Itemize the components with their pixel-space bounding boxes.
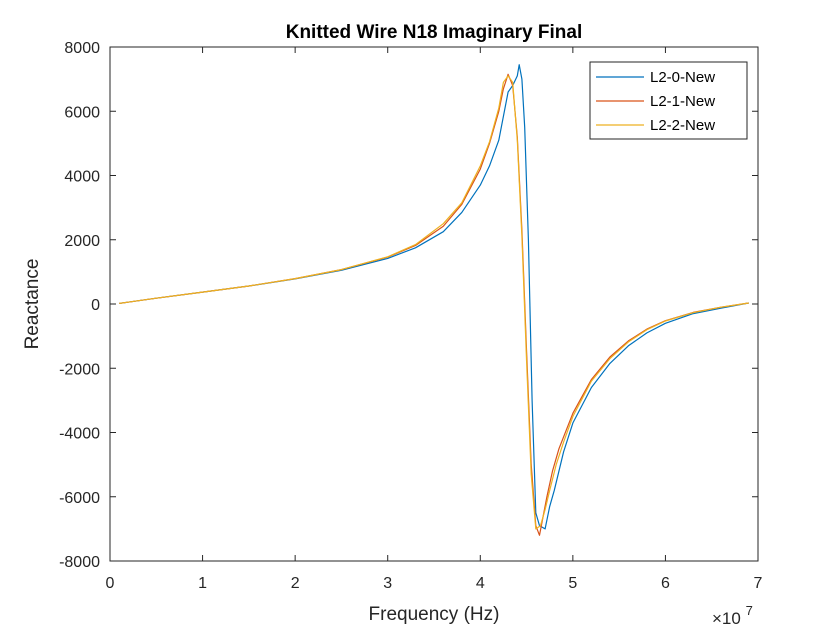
legend-label: L2-2-New (650, 117, 715, 134)
x-multiplier-base: ×10 (712, 609, 741, 628)
x-tick-label: 0 (106, 575, 115, 592)
x-multiplier-exponent: 7 (746, 603, 753, 618)
x-tick-label: 1 (198, 575, 207, 592)
y-tick-label: -8000 (59, 554, 100, 571)
axes-layer: 0 1 2 3 4 5 6 7 -8000 -6000 -4000 -2000 0 2000 4000 600… (59, 40, 762, 592)
legend: L2-0-New L2-1-New L2-2-New (589, 61, 748, 140)
chart-title: Knitted Wire N18 Imaginary Final (286, 22, 583, 43)
x-tick-label: 4 (476, 575, 485, 592)
y-tick-label: 4000 (64, 169, 100, 186)
x-tick-label: 5 (568, 575, 577, 592)
y-tick-label: 8000 (64, 40, 100, 57)
x-tick-label: 3 (383, 575, 392, 592)
x-tick-label: 7 (754, 575, 763, 592)
legend-label: L2-1-New (650, 93, 715, 110)
x-tick-label: 6 (661, 575, 670, 592)
series-layer (119, 64, 749, 536)
legend-label: L2-0-New (650, 69, 715, 86)
y-tick-label: -4000 (59, 426, 100, 443)
x-tick-label: 2 (291, 575, 300, 592)
y-tick-label: 2000 (64, 233, 100, 250)
series-line-3 (119, 75, 749, 530)
y-tick-label: -2000 (59, 361, 100, 378)
y-tick-label: 6000 (64, 104, 100, 121)
y-tick-label: -6000 (59, 490, 100, 507)
y-axis-label: Reactance (22, 259, 43, 350)
y-tick-label: 0 (91, 297, 100, 314)
x-axis-multiplier: ×10 7 (712, 603, 753, 628)
series-line-1 (119, 64, 749, 530)
x-axis-label: Frequency (Hz) (369, 604, 500, 625)
